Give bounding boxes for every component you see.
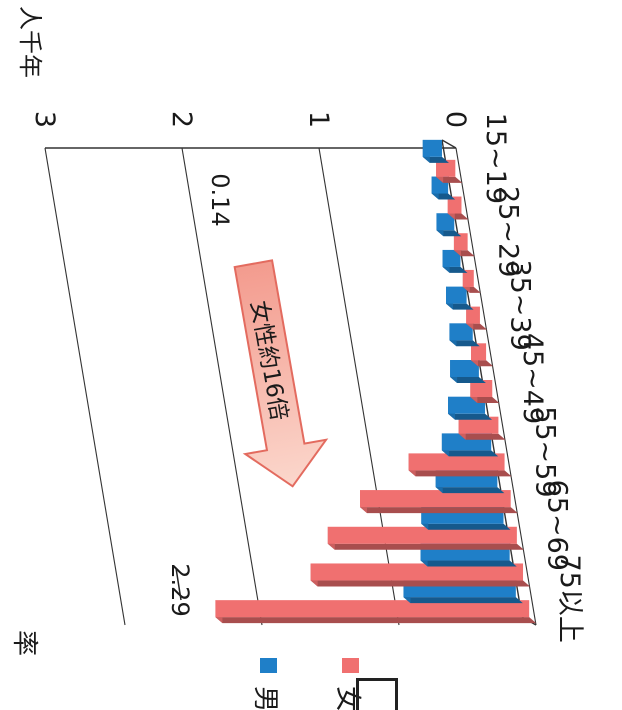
legend-swatch-male <box>260 658 277 673</box>
bar-female-6 <box>470 380 493 397</box>
bar-female-12 <box>215 600 530 618</box>
bar-male-4 <box>446 286 467 304</box>
y-axis-unit-label: 人千年 <box>16 6 44 78</box>
gridline-3 <box>44 147 126 626</box>
bar-male-2 <box>436 213 455 231</box>
y-tick-label-0: 0 <box>440 111 471 128</box>
y-tick-label-3: 3 <box>29 111 60 128</box>
bar-side-male-12 <box>403 597 523 604</box>
x-category-label-4: 35~39 <box>505 259 536 350</box>
gridline-0 <box>455 147 537 626</box>
bars <box>215 139 537 624</box>
x-category-label-12: 75以上 <box>554 554 585 642</box>
x-category-label-2: 25~29 <box>492 186 523 277</box>
bar-male-3 <box>442 249 461 267</box>
annotation-leader-line <box>175 567 182 601</box>
bar-female-5 <box>471 343 487 361</box>
arrow-shape <box>233 259 329 488</box>
bar-side-female-7 <box>458 433 506 440</box>
floor-left-edge <box>441 139 457 149</box>
x-category-label-10: 65~69 <box>542 480 573 571</box>
bar-side-male-7 <box>448 413 493 420</box>
bar-female-2 <box>453 233 468 251</box>
bar-side-male-6 <box>450 377 486 383</box>
bar-male-0 <box>422 139 442 157</box>
bar-side-male-8 <box>441 450 499 457</box>
bar-female-3 <box>462 269 474 287</box>
bar-side-male-9 <box>435 487 505 494</box>
checkbox-mark <box>356 678 398 710</box>
bar-female-9 <box>360 490 511 508</box>
bar-side-female-11 <box>310 580 531 587</box>
annotation-first-value: 0.14 <box>206 173 234 226</box>
x-category-label-8: 55~59 <box>529 406 560 497</box>
bar-female-8 <box>408 453 505 471</box>
legend-swatch-female <box>342 658 359 673</box>
y-tick-label-2: 2 <box>166 111 197 128</box>
bar-female-11 <box>310 563 524 581</box>
bar-female-10 <box>327 526 517 544</box>
bar-male-5 <box>449 323 473 341</box>
x-category-label-0: 15~19 <box>480 113 511 204</box>
y-axis-ticks: 0 1 2 3 <box>29 111 471 128</box>
bar-side-female-8 <box>408 470 512 477</box>
bar-female-1 <box>447 196 462 214</box>
bar-female-7 <box>458 416 499 434</box>
x-axis-title: 率 <box>9 630 39 656</box>
bar-side-male-5 <box>449 340 480 347</box>
bar-side-male-10 <box>421 523 511 530</box>
y-tick-label-1: 1 <box>303 111 334 128</box>
bar-male-6 <box>450 360 479 377</box>
bar-side-male-11 <box>420 560 517 567</box>
legend: 男 女 <box>250 658 362 710</box>
gridline-2 <box>181 147 263 626</box>
bar-side-female-6 <box>470 397 500 403</box>
x-category-label-6: 45~49 <box>517 333 548 424</box>
callout-arrow: 女性約16倍 <box>233 259 329 488</box>
gridline-1 <box>318 147 400 626</box>
bar-side-female-12 <box>215 617 537 624</box>
bar-side-female-10 <box>327 543 524 550</box>
legend-label-male: 男 <box>250 686 280 710</box>
bar-side-female-9 <box>360 507 518 514</box>
bar-female-4 <box>466 306 480 324</box>
bar-female-0 <box>436 159 456 177</box>
